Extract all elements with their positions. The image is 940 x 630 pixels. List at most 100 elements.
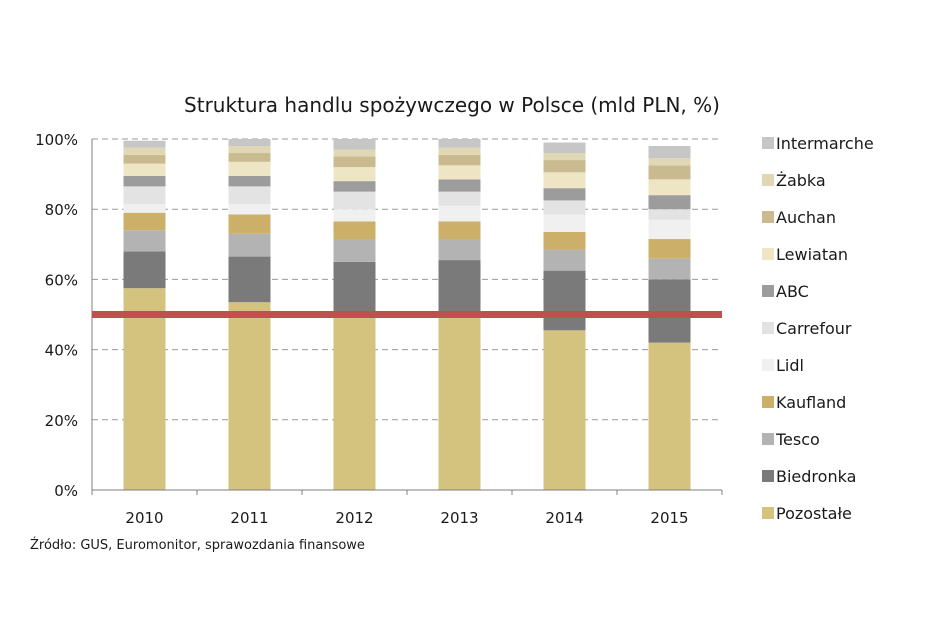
bar-segment-lewiatan xyxy=(438,165,481,180)
bar-segment-abc xyxy=(438,179,481,192)
legend-label: Lidl xyxy=(776,356,804,375)
bar-segment-abc xyxy=(648,195,691,210)
bar-segment-lewiatan xyxy=(333,167,376,182)
bar-segment-pozostałe xyxy=(123,288,166,490)
bar-segment-kaufland xyxy=(543,232,586,250)
legend-label: Żabka xyxy=(776,171,826,190)
bar-segment-pozostałe xyxy=(438,316,481,490)
bar-segment-żabka xyxy=(228,146,271,154)
legend-swatch xyxy=(762,137,774,149)
bar-segment-carrefour xyxy=(228,186,271,204)
bar-segment-auchan xyxy=(123,154,166,164)
bar-segment-lidl xyxy=(333,209,376,222)
bar-segment-żabka xyxy=(648,158,691,166)
bar-segment-tesco xyxy=(228,233,271,257)
y-tick-label: 100% xyxy=(35,131,78,149)
x-tick-label: 2015 xyxy=(650,509,688,527)
bar-segment-lidl xyxy=(123,203,166,213)
y-tick-label: 80% xyxy=(45,201,78,219)
legend-label: Lewiatan xyxy=(776,245,848,264)
y-tick-label: 60% xyxy=(45,271,78,289)
x-tick-label: 2011 xyxy=(230,509,268,527)
bar-segment-pozostałe xyxy=(543,330,586,490)
bar-segment-żabka xyxy=(543,153,586,161)
legend-swatch xyxy=(762,359,774,371)
x-axis: 2010 2011 2012 2013 2014 2015 xyxy=(91,489,723,527)
legend-swatch xyxy=(762,433,774,445)
legend-label: Auchan xyxy=(776,208,836,227)
bar-segment-lewiatan xyxy=(228,161,271,176)
bar-segment-kaufland xyxy=(123,212,166,231)
y-axis: 0% 20% 40% 60% 80% 100% xyxy=(35,131,93,500)
bar-segment-lidl xyxy=(438,205,481,222)
legend-swatch xyxy=(762,174,774,186)
legend-swatch xyxy=(762,248,774,260)
legend: Intermarche Żabka Auchan Lewiatan ABC Carrefo… xyxy=(762,134,874,523)
bar-segment-biedronka xyxy=(333,261,376,317)
bar-segment-carrefour xyxy=(543,200,586,215)
bar-segment-biedronka xyxy=(438,260,481,317)
legend-label: Intermarche xyxy=(776,134,874,153)
bar-segment-auchan xyxy=(543,160,586,173)
bar-segment-lewiatan xyxy=(123,163,166,176)
bar-segment-kaufland xyxy=(648,239,691,259)
bar-segment-lewiatan xyxy=(543,172,586,189)
bar-segment-abc xyxy=(333,181,376,192)
source-note: Źródło: GUS, Euromonitor, sprawozdania f… xyxy=(30,538,365,553)
y-tick-label: 40% xyxy=(45,342,78,360)
bar-segment-intermarche xyxy=(438,139,481,148)
bar-segment-żabka xyxy=(438,147,481,155)
bar-segment-biedronka xyxy=(228,256,271,303)
bar-segment-pozostałe xyxy=(333,316,376,490)
bar-segment-pozostałe xyxy=(228,302,271,490)
bar-segment-intermarche xyxy=(543,142,586,154)
bar-segment-tesco xyxy=(123,230,166,252)
legend-label: Pozostałe xyxy=(776,504,852,523)
bar-segment-intermarche xyxy=(123,140,166,148)
x-tick-label: 2010 xyxy=(125,509,163,527)
legend-swatch xyxy=(762,322,774,334)
legend-swatch xyxy=(762,507,774,519)
bar-segment-tesco xyxy=(438,239,481,261)
bar-segment-abc xyxy=(228,175,271,187)
bar-segment-auchan xyxy=(228,153,271,162)
bars xyxy=(123,139,691,490)
bar-segment-żabka xyxy=(333,149,376,157)
bar-segment-abc xyxy=(543,188,586,201)
bar-segment-abc xyxy=(123,175,166,187)
bar-segment-biedronka xyxy=(123,251,166,289)
y-tick-label: 20% xyxy=(45,412,78,430)
bar-segment-carrefour xyxy=(648,209,691,220)
bar-segment-lidl xyxy=(543,214,586,233)
bar-segment-kaufland xyxy=(228,214,271,234)
bar-segment-biedronka xyxy=(648,279,691,343)
bar-segment-auchan xyxy=(648,165,691,180)
bar-segment-biedronka xyxy=(543,270,586,331)
bar-segment-tesco xyxy=(648,258,691,280)
legend-swatch xyxy=(762,285,774,297)
bar-segment-żabka xyxy=(123,147,166,155)
bar-segment-kaufland xyxy=(333,221,376,240)
bar-segment-carrefour xyxy=(438,191,481,206)
legend-swatch xyxy=(762,396,774,408)
legend-label: ABC xyxy=(776,282,809,301)
bar-segment-pozostałe xyxy=(648,342,691,490)
x-tick-label: 2012 xyxy=(335,509,373,527)
legend-label: Carrefour xyxy=(776,319,852,338)
legend-swatch xyxy=(762,470,774,482)
bar-segment-lewiatan xyxy=(648,179,691,196)
bar-segment-kaufland xyxy=(438,221,481,240)
x-tick-label: 2014 xyxy=(545,509,583,527)
bar-segment-tesco xyxy=(333,239,376,262)
bar-segment-intermarche xyxy=(333,139,376,150)
bar-segment-intermarche xyxy=(648,146,691,159)
y-tick-label: 0% xyxy=(54,482,78,500)
bar-segment-intermarche xyxy=(228,139,271,147)
bar-segment-tesco xyxy=(543,249,586,271)
legend-swatch xyxy=(762,211,774,223)
gridlines xyxy=(92,138,722,421)
chart-title: Struktura handlu spożywczego w Polsce (m… xyxy=(184,93,720,117)
bar-segment-carrefour xyxy=(123,186,166,204)
bar-segment-lidl xyxy=(228,203,271,215)
